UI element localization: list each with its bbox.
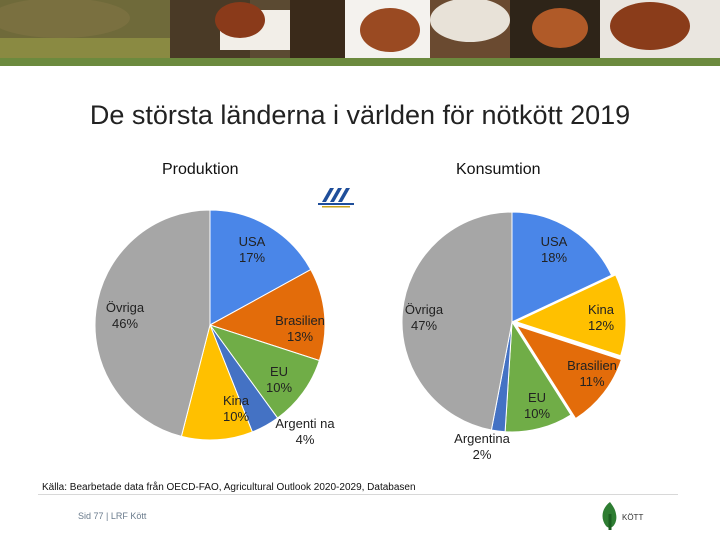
slice-label: USA xyxy=(541,234,568,249)
slice-label: USA xyxy=(239,234,266,249)
pie-slice-kina xyxy=(514,274,627,357)
slice-percent: 11% xyxy=(579,374,604,389)
slice-label: Övriga xyxy=(106,300,145,315)
page-title: De största länderna i världen för nötköt… xyxy=(89,100,631,130)
slice-percent: 13% xyxy=(287,329,313,344)
slice-label: EU xyxy=(270,364,288,379)
slice-percent: 12% xyxy=(588,318,614,333)
slice-label: Argentina xyxy=(454,431,510,446)
slice-label: Övriga xyxy=(405,302,444,317)
slice-percent: 4% xyxy=(296,432,315,447)
slice-label: EU xyxy=(528,390,546,405)
slice-label: Kina xyxy=(223,393,250,408)
pie-slice-usa xyxy=(209,209,312,326)
lrf-kott-logo-icon: KÖTT xyxy=(602,502,643,530)
pie-slice-eu xyxy=(208,324,321,419)
slice-percent: 47% xyxy=(411,318,437,333)
slice-percent: 10% xyxy=(223,409,249,424)
slice-percent: 10% xyxy=(266,380,292,395)
footer-divider xyxy=(38,494,678,495)
slice-percent: 10% xyxy=(524,406,550,421)
organization-logo-icon xyxy=(318,188,354,208)
chart-title-konsumtion: Konsumtion xyxy=(456,161,541,178)
pie-slice-övriga xyxy=(94,209,211,437)
logo-text: KÖTT xyxy=(622,513,643,522)
slice-label: Argenti na xyxy=(275,416,335,431)
pie-slice-brasilien xyxy=(208,268,326,362)
slice-percent: 46% xyxy=(112,316,138,331)
slice-label: Brasilien xyxy=(275,313,325,328)
slice-label: Kina xyxy=(588,302,615,317)
slice-label: Brasilien xyxy=(567,358,617,373)
source-note: Källa: Bearbetade data från OECD-FAO, Ag… xyxy=(42,482,416,493)
pie-slice-övriga xyxy=(401,211,513,431)
header-banner-image xyxy=(0,0,720,66)
chart-title-produktion: Produktion xyxy=(162,161,239,178)
pie-slice-usa xyxy=(511,211,613,323)
slice-percent: 18% xyxy=(541,250,567,265)
slice-percent: 17% xyxy=(239,250,265,265)
slice-percent: 2% xyxy=(473,447,492,462)
pie-slice-brasilien xyxy=(515,324,622,420)
footer-text: Sid 77 | LRF Kött xyxy=(78,511,147,521)
pie-slice-kina xyxy=(180,323,253,441)
